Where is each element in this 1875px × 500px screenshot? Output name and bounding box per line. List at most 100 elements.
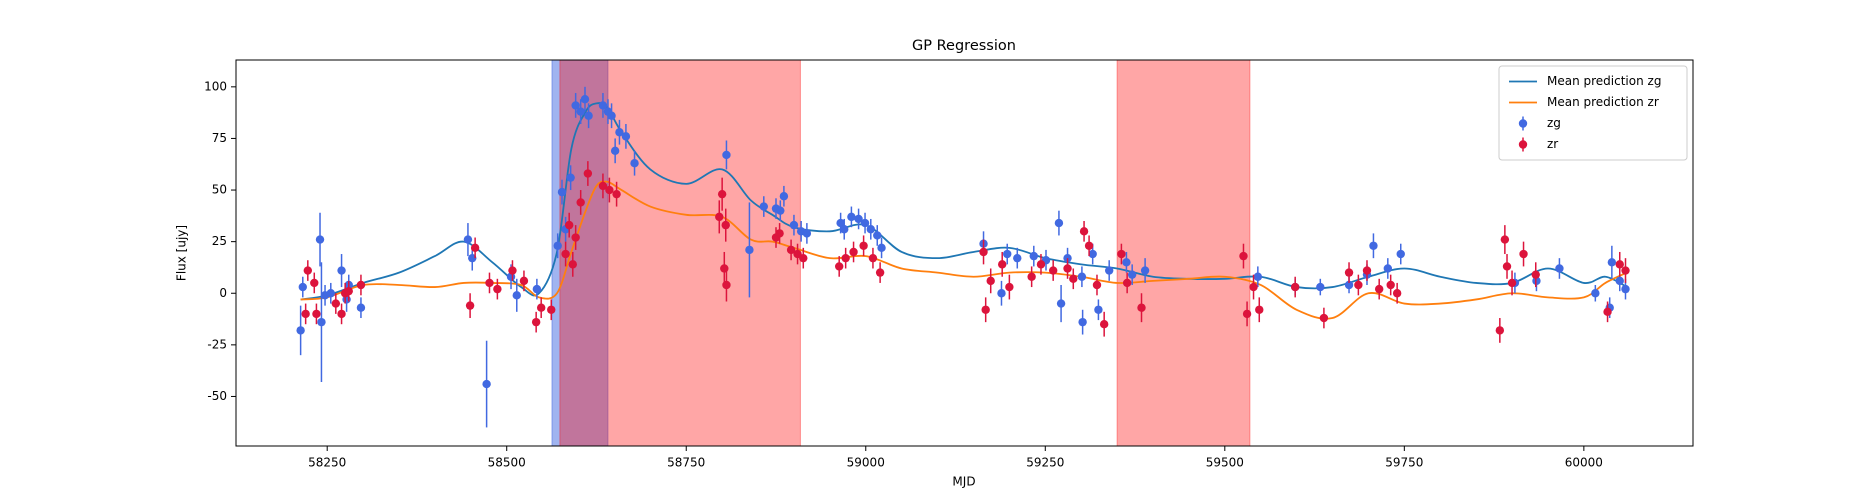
data-point [981, 305, 990, 314]
data-point [1369, 241, 1378, 250]
data-point [776, 206, 785, 215]
data-point [1621, 284, 1630, 294]
data-point [470, 243, 480, 253]
data-point [1005, 282, 1014, 292]
y-tick-label: -25 [207, 337, 227, 351]
data-point [326, 289, 335, 298]
data-point [1362, 266, 1372, 275]
data-point [1354, 280, 1363, 290]
data-point [610, 146, 620, 156]
x-tick-label: 59250 [1026, 456, 1064, 470]
x-tick-label: 58500 [488, 456, 526, 470]
legend-box [1498, 65, 1688, 161]
data-point [1092, 280, 1102, 290]
data-point [717, 189, 727, 199]
data-point [1137, 303, 1146, 312]
data-point [1069, 274, 1078, 284]
data-point [1615, 276, 1624, 286]
data-point [337, 309, 346, 319]
y-axis-label: Flux [ujy] [175, 225, 189, 281]
data-point [1117, 249, 1126, 259]
data-point [531, 317, 541, 327]
data-point [1078, 317, 1087, 327]
data-point [799, 253, 808, 263]
data-point [508, 266, 517, 275]
data-point [536, 303, 546, 312]
data-point [303, 266, 313, 275]
data-point [512, 291, 521, 300]
data-point [482, 379, 491, 389]
x-tick-label: 58750 [667, 456, 705, 470]
chart-title: GP Regression [912, 38, 1016, 54]
data-point [1094, 305, 1103, 314]
data-point [1013, 253, 1022, 263]
data-point [519, 276, 529, 286]
data-point [568, 260, 577, 269]
data-point [877, 243, 886, 253]
data-point [1344, 280, 1354, 290]
data-point [866, 225, 875, 234]
data-point [720, 264, 729, 273]
data-point [986, 276, 995, 286]
mean-line [300, 102, 1628, 301]
mean-line [300, 180, 1628, 320]
data-point [1396, 249, 1405, 259]
data-point [561, 249, 570, 259]
y-tick-label: 100 [204, 79, 227, 93]
data-point [979, 247, 988, 257]
data-point [1531, 270, 1540, 279]
data-point [1519, 249, 1528, 259]
data-point [802, 229, 812, 238]
data-point [1239, 251, 1248, 261]
data-point [1104, 266, 1114, 275]
data-point [468, 253, 477, 263]
data-point [296, 326, 305, 335]
data-point [722, 150, 731, 160]
data-point [1555, 264, 1564, 273]
data-point [1495, 326, 1505, 335]
data-point [630, 159, 639, 168]
data-point [1392, 289, 1402, 298]
y-tick-label: 0 [219, 286, 227, 300]
data-point [1140, 266, 1150, 275]
data-point [786, 245, 796, 255]
data-point [1253, 272, 1263, 281]
legend-marker [1518, 119, 1528, 128]
data-point [745, 245, 754, 255]
data-point [875, 268, 885, 277]
highlight-span [559, 60, 801, 446]
data-point [1027, 272, 1036, 281]
data-point [868, 253, 878, 263]
data-point [859, 241, 868, 250]
data-point [493, 284, 502, 294]
highlight-span [551, 60, 609, 446]
data-point [1077, 272, 1087, 281]
legend-label: Mean prediction zg [1547, 74, 1661, 88]
data-point [721, 220, 730, 230]
plot-area [296, 60, 1630, 446]
data-point [1607, 258, 1617, 267]
x-tick-label: 59750 [1385, 456, 1423, 470]
data-point [1383, 264, 1393, 273]
data-point [779, 192, 789, 201]
data-point [1500, 235, 1510, 244]
data-point [789, 220, 799, 230]
data-point [1507, 278, 1517, 288]
data-point [715, 212, 724, 222]
data-point [1099, 320, 1109, 329]
data-point [873, 231, 882, 240]
data-point [564, 220, 574, 230]
data-point [997, 289, 1006, 298]
data-point [997, 260, 1007, 269]
data-point [722, 280, 731, 290]
data-point [598, 181, 608, 191]
data-point [1344, 268, 1354, 277]
y-tick-label: 75 [212, 131, 227, 145]
data-point [1063, 264, 1072, 273]
data-point [576, 198, 585, 207]
y-tick-label: -50 [207, 389, 227, 403]
data-point [298, 282, 307, 292]
data-point [571, 101, 580, 110]
data-point [356, 280, 366, 290]
data-point [331, 299, 341, 308]
